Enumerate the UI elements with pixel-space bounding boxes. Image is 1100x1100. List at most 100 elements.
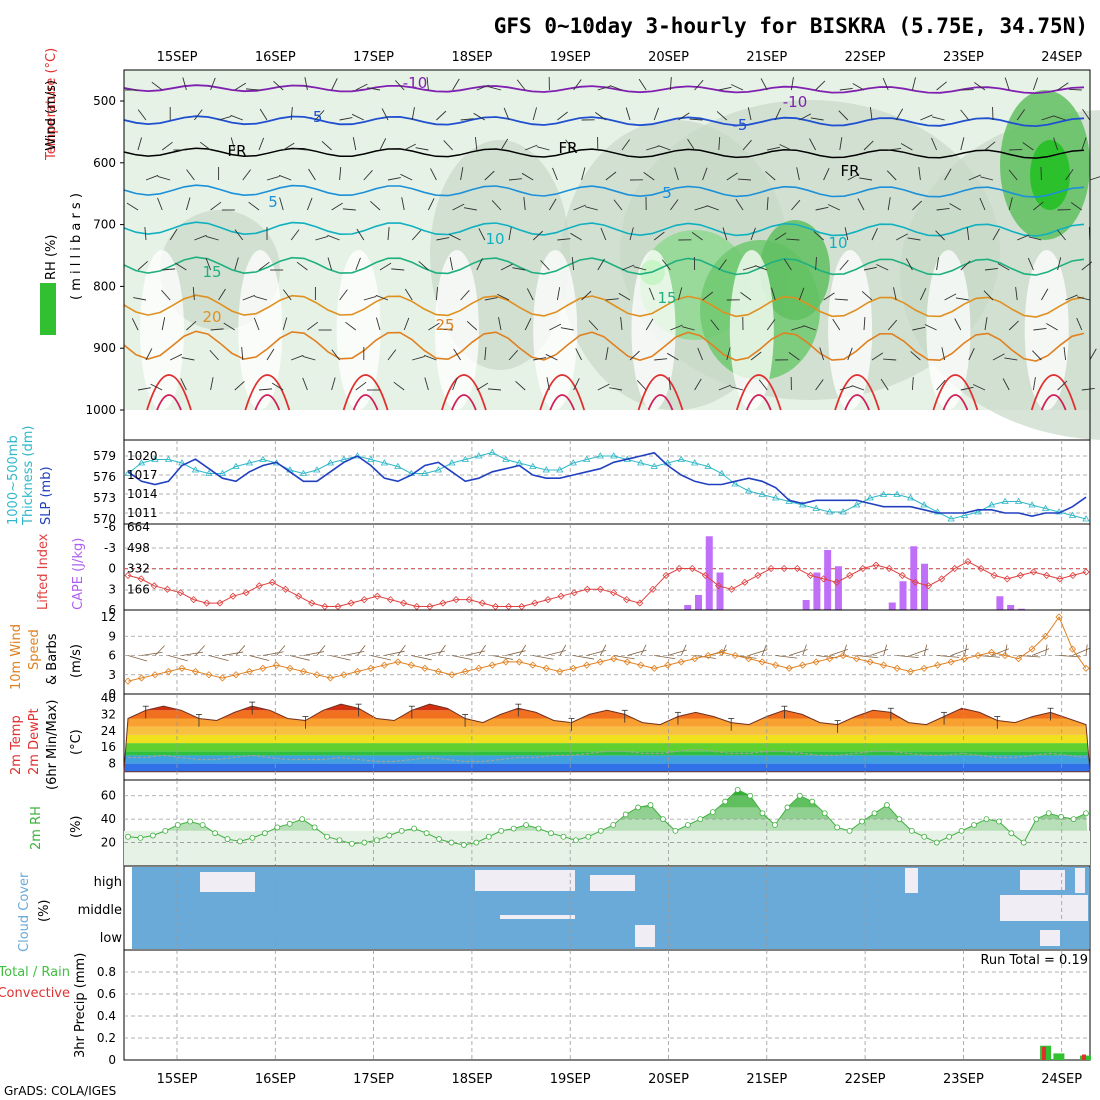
contour-label: FR [227,142,246,160]
rh2m-point [908,827,915,834]
wind-barb [911,377,914,391]
wind-barb [888,147,902,151]
thickness-point [326,459,335,466]
wind-barb [1046,323,1058,331]
ytick-label: 800 [93,279,116,293]
wind10-point [461,667,469,676]
contour-5 [123,184,1085,198]
wind10-point [974,651,982,660]
rh2m-point [162,827,169,834]
thickness-point [164,455,173,462]
rh2m-point [361,839,368,846]
wind-barb [508,227,512,241]
wind10-barb [127,655,148,662]
wind-barb [302,377,308,391]
wind-barb [290,229,300,241]
wind-barb [839,259,849,271]
wind10-point [610,655,618,663]
li-tick: 6 [108,603,116,617]
wind-barb [1065,169,1074,181]
wind-barb [815,206,829,211]
wind-barb [910,351,921,361]
wind10-point [758,658,766,666]
wind-barb [791,325,804,331]
wind-barb [974,82,986,91]
wind10-point [205,671,213,679]
wind-barb [370,200,381,211]
wind-barb [1053,115,1066,121]
wind10-point [353,667,361,676]
wind-barb [742,139,752,151]
wind-barb [573,378,580,391]
wind-barb [984,267,998,271]
wind-barb [291,354,304,361]
cloud-gap [905,868,918,893]
li-point [360,596,368,604]
wind-barb [557,111,568,121]
wind-barb [415,147,429,151]
contour-10 [123,221,1085,237]
wind-barb [356,228,365,241]
wind-barb [960,386,974,391]
thickness-label-2: Thickness (dm) [21,426,36,526]
wind-barb [403,143,416,151]
wind-barb [869,107,873,121]
thickness-point [434,466,443,473]
wind10-point [920,664,928,672]
wind10-barb [856,655,879,659]
wind-barb [508,178,522,181]
thickness-point [637,459,645,466]
ytick-label: 1000 [85,403,116,417]
rh2m-point [1045,810,1052,817]
wind-barb [321,140,332,151]
wind-barb [145,174,159,181]
date-label-bottom: 15SEP [157,1072,198,1087]
temp2m-label: 2m Temp [9,715,24,775]
contour-minus10 [123,84,1085,95]
wind-barb [643,171,655,181]
wind10-barb [424,650,446,656]
rh2m-point [386,832,393,839]
wind-barb [1057,380,1068,391]
wind-barb [813,231,824,241]
wind-barb [355,257,361,271]
wind-barb [145,348,153,361]
rh2m-point [896,816,903,823]
wind-barb [882,77,889,91]
wind10-point [893,664,901,672]
cape-bar [684,605,692,610]
dewpoint-line [128,748,1087,763]
date-label-bottom: 23SEP [943,1072,984,1087]
rh2m-point [535,825,542,832]
wind-barb [573,204,586,211]
wind10-label-4: (m/s) [69,644,84,678]
wind-barb [984,141,996,151]
thickness-point [1068,511,1077,518]
precip-tick: 0.6 [97,987,116,1001]
rh2m-panel: 60 40 20 2m RH (%) [29,779,1091,867]
cape-bar [996,596,1004,610]
wind-barb [453,348,461,361]
dry-region [336,250,381,410]
wind-barb [391,268,405,271]
date-label-bottom: 24SEP [1041,1072,1082,1087]
wind-barb [352,137,357,151]
li-point [596,585,605,593]
lifted-index-label: Lifted Index [36,533,51,610]
wind-barb [194,234,207,241]
li-point [833,578,841,586]
wind-barb [924,324,937,331]
wind10-barb [208,655,229,662]
wind-barb [960,109,970,121]
wind-barb [536,146,550,151]
wind10-barb [195,645,206,656]
wind-barb [351,113,364,121]
wind10-barb [316,645,326,656]
wind-barb [436,237,450,241]
rh2m-point [635,804,642,811]
wind-barb [609,85,623,91]
wind-barb [1032,350,1042,361]
contour-30 [932,374,979,411]
thickness-tick: 579 [93,449,116,463]
